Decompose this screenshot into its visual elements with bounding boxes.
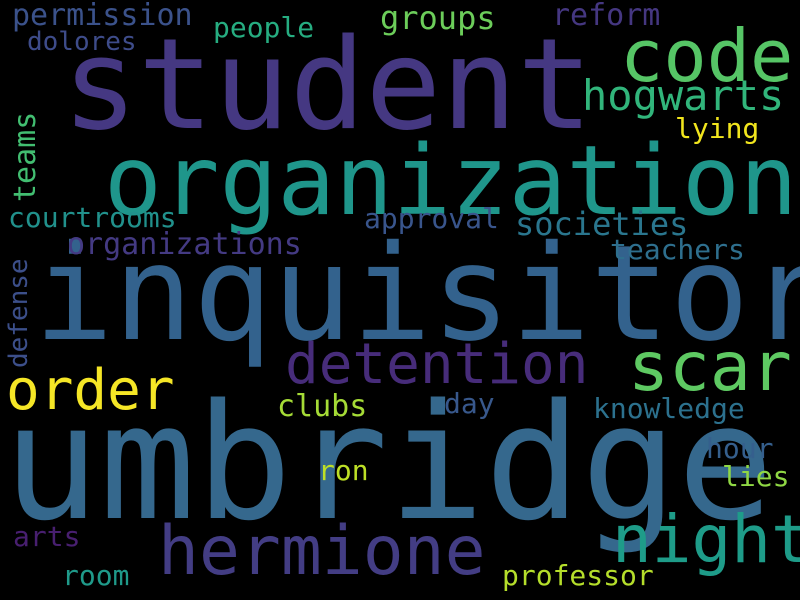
word-scar: scar — [628, 328, 792, 407]
word-groups: groups — [380, 0, 496, 37]
word-societies: societies — [515, 205, 689, 243]
word-ron: ron — [318, 454, 369, 487]
word-day: day — [444, 387, 495, 420]
word-organization: organization — [104, 125, 798, 237]
word-professor: professor — [502, 559, 654, 592]
word-hogwarts: hogwarts — [582, 71, 785, 120]
word-knowledge: knowledge — [593, 392, 745, 425]
word-umbridge: umbridge — [3, 369, 774, 556]
word-code: code — [620, 14, 794, 98]
word-lies: lies — [722, 460, 790, 493]
word-clubs: clubs — [277, 389, 368, 424]
word-organizations: organizations — [67, 227, 302, 262]
word-night: night — [612, 501, 800, 578]
word-detention: detention — [285, 332, 589, 397]
word-hour: hour — [706, 432, 774, 465]
word-defense: defense — [4, 258, 34, 368]
word-arts: arts — [13, 520, 81, 553]
word-room: room — [62, 559, 130, 592]
word-courtrooms: courtrooms — [8, 201, 177, 234]
word-inquisitor: inquisitor — [34, 217, 800, 371]
word-order: order — [6, 358, 175, 423]
word-lying: lying — [675, 112, 760, 145]
word-dolores: dolores — [27, 27, 137, 57]
word-teams: teams — [8, 111, 43, 202]
word-permission: permission — [12, 0, 193, 33]
word-hermione: hermione — [158, 512, 486, 591]
word-people: people — [213, 11, 315, 44]
word-teachers: teachers — [610, 233, 745, 266]
word-approval: approval — [364, 202, 499, 235]
word-reform: reform — [552, 0, 661, 33]
word-student: student — [62, 11, 594, 158]
